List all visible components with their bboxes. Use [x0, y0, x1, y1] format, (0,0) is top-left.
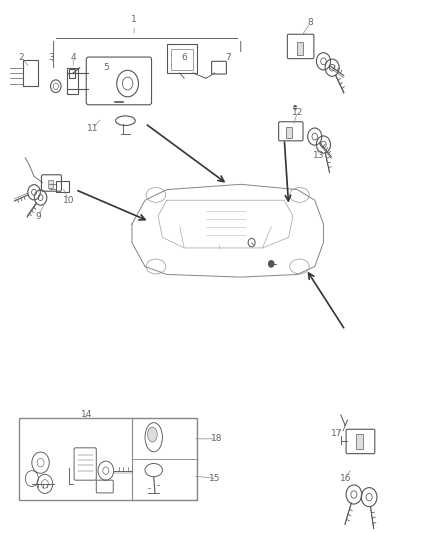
Text: 18: 18 [211, 434, 223, 443]
Bar [167, 44, 197, 73]
Bar [48, 180, 53, 188]
Circle shape [293, 106, 297, 110]
Circle shape [268, 261, 274, 267]
Text: 1: 1 [131, 15, 137, 25]
Bar [356, 433, 363, 449]
Text: 9: 9 [35, 212, 41, 221]
Text: 5: 5 [103, 63, 109, 72]
Text: 6: 6 [181, 53, 187, 62]
Bar [67, 68, 78, 94]
Bar [23, 60, 39, 86]
Bar [132, 418, 197, 500]
Text: 4: 4 [71, 53, 76, 62]
Bar [56, 181, 69, 192]
Text: 7: 7 [225, 53, 230, 62]
Bar [19, 418, 197, 500]
Text: 11: 11 [87, 124, 99, 133]
Text: 13: 13 [313, 151, 325, 160]
Text: 8: 8 [307, 18, 313, 27]
Text: 10: 10 [63, 196, 74, 205]
Text: 12: 12 [292, 108, 303, 117]
Bar [286, 127, 292, 138]
Text: 3: 3 [49, 53, 54, 62]
Bar [69, 69, 75, 78]
Ellipse shape [148, 427, 157, 442]
Bar [171, 49, 193, 70]
Text: 14: 14 [81, 410, 92, 419]
Bar [297, 42, 303, 55]
Text: 16: 16 [339, 474, 351, 483]
Text: 15: 15 [209, 474, 220, 483]
Text: 2: 2 [18, 53, 24, 62]
Text: 17: 17 [331, 429, 342, 438]
